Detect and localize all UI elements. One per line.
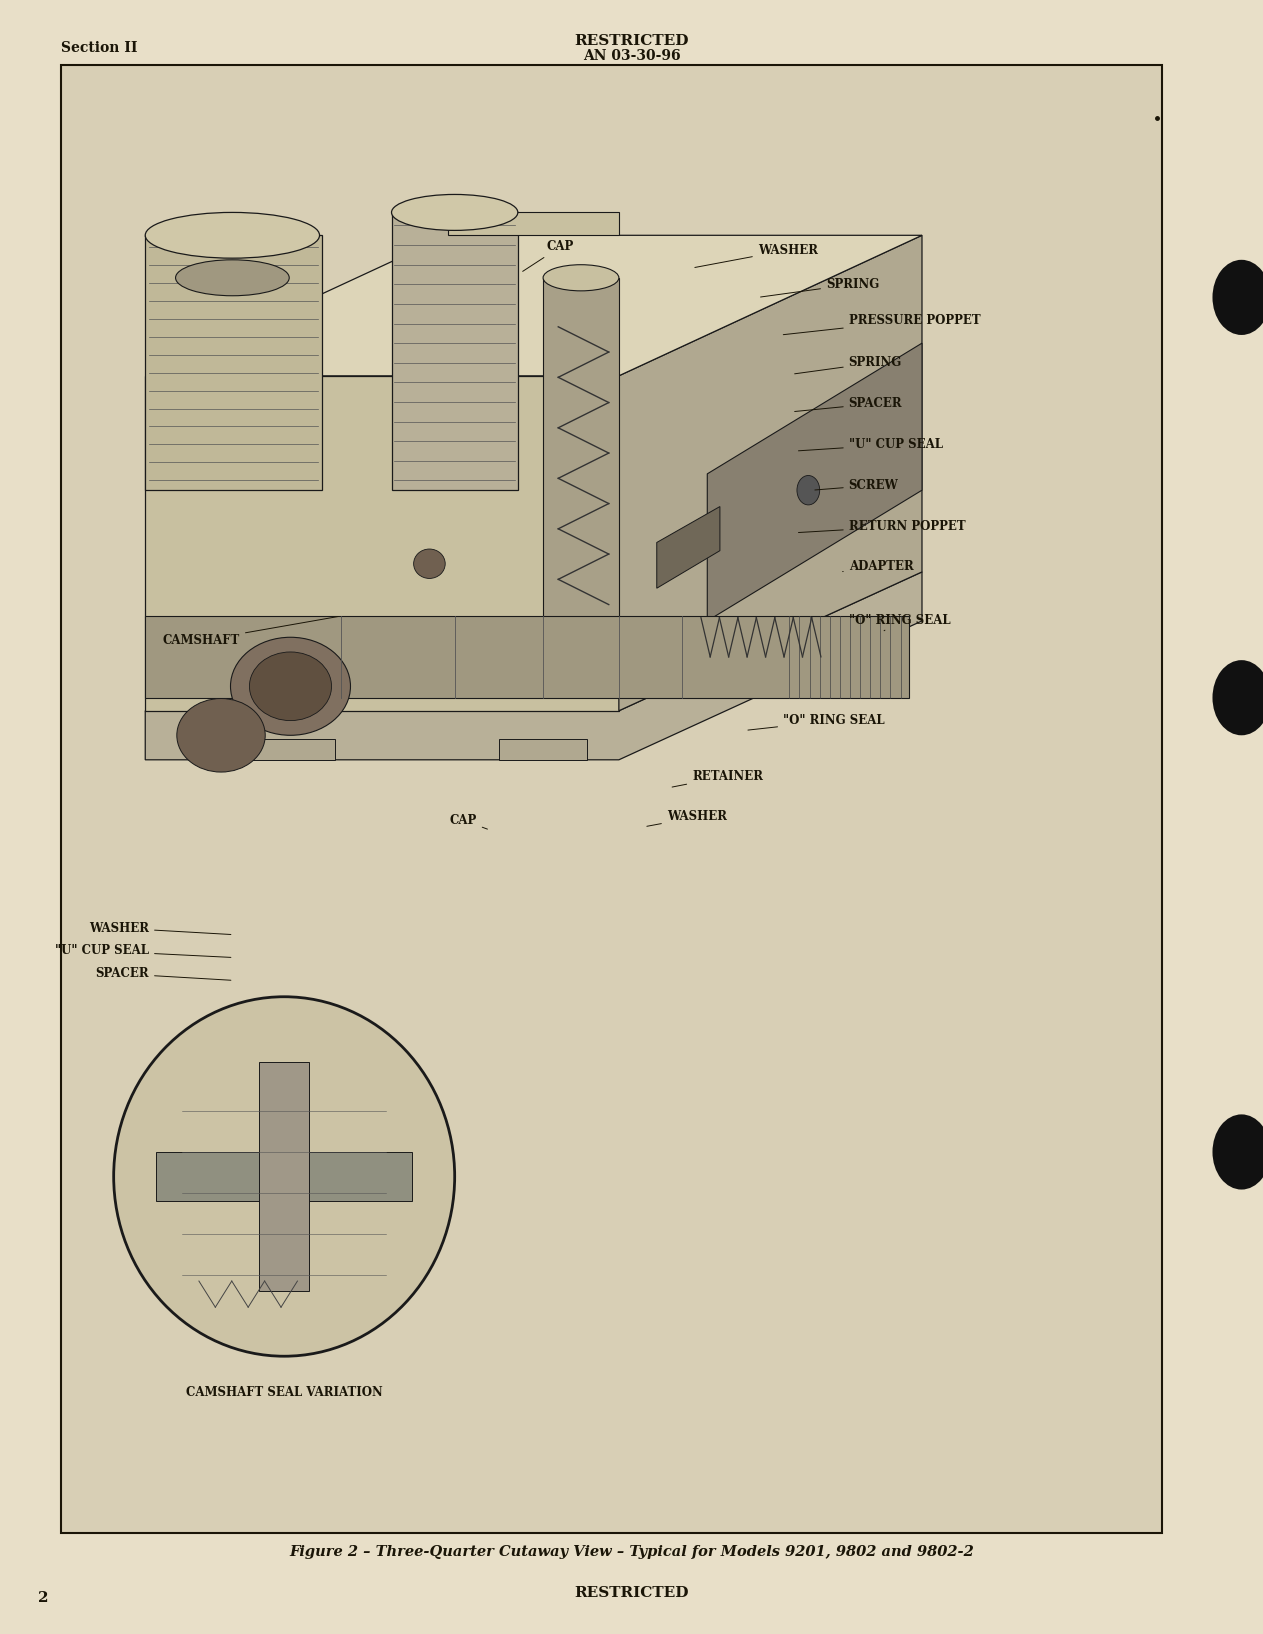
Circle shape [1212, 260, 1263, 335]
Text: RETAINER: RETAINER [672, 770, 763, 788]
Text: WASHER: WASHER [695, 243, 818, 268]
Polygon shape [145, 616, 909, 698]
Text: 2: 2 [38, 1592, 48, 1605]
Text: AN 03-30-96: AN 03-30-96 [582, 49, 681, 64]
Text: CAP: CAP [450, 814, 488, 828]
Text: RESTRICTED: RESTRICTED [575, 1587, 688, 1600]
Text: WASHER: WASHER [88, 922, 231, 935]
Ellipse shape [114, 997, 455, 1356]
Text: PRESSURE POPPET: PRESSURE POPPET [783, 314, 980, 335]
Polygon shape [448, 212, 619, 235]
Ellipse shape [249, 652, 331, 721]
Text: ADAPTER: ADAPTER [842, 560, 913, 574]
Text: SCREW: SCREW [815, 479, 898, 492]
Text: "O" RING SEAL: "O" RING SEAL [748, 714, 884, 730]
Text: "U" CUP SEAL: "U" CUP SEAL [56, 944, 231, 958]
Text: SPRING: SPRING [794, 356, 902, 374]
Polygon shape [543, 278, 619, 621]
Text: "U" CUP SEAL: "U" CUP SEAL [798, 438, 942, 451]
Bar [157, 1152, 412, 1201]
Circle shape [1212, 660, 1263, 735]
Polygon shape [657, 507, 720, 588]
Text: CAMSHAFT SEAL VARIATION: CAMSHAFT SEAL VARIATION [186, 1386, 383, 1399]
Text: RETURN POPPET: RETURN POPPET [798, 520, 965, 533]
Text: SPACER: SPACER [794, 397, 902, 412]
Text: SPRING: SPRING [760, 278, 879, 297]
Polygon shape [246, 739, 335, 760]
Ellipse shape [797, 475, 820, 505]
Bar [61, 65, 1162, 1533]
Polygon shape [145, 572, 922, 760]
Polygon shape [707, 343, 922, 621]
Text: Section II: Section II [61, 41, 138, 56]
Polygon shape [145, 235, 922, 376]
Ellipse shape [413, 549, 446, 578]
Ellipse shape [145, 212, 320, 258]
Text: "O" RING SEAL: "O" RING SEAL [849, 614, 950, 631]
Ellipse shape [176, 260, 289, 296]
Text: Figure 2 – Three-Quarter Cutaway View – Typical for Models 9201, 9802 and 9802-2: Figure 2 – Three-Quarter Cutaway View – … [289, 1546, 974, 1559]
Circle shape [1212, 1114, 1263, 1190]
Bar [259, 1062, 309, 1291]
Text: WASHER: WASHER [647, 810, 727, 827]
Text: CAP: CAP [523, 240, 575, 271]
Text: SPACER: SPACER [96, 967, 231, 980]
Polygon shape [392, 212, 518, 490]
Polygon shape [499, 739, 587, 760]
Ellipse shape [230, 637, 351, 735]
Bar [61, 65, 1162, 1533]
Polygon shape [145, 235, 322, 490]
Polygon shape [619, 235, 922, 711]
Polygon shape [145, 376, 619, 711]
Ellipse shape [177, 699, 265, 773]
Ellipse shape [543, 265, 619, 291]
Text: CAMSHAFT: CAMSHAFT [163, 616, 338, 647]
Ellipse shape [392, 194, 518, 230]
Text: RESTRICTED: RESTRICTED [575, 34, 688, 49]
